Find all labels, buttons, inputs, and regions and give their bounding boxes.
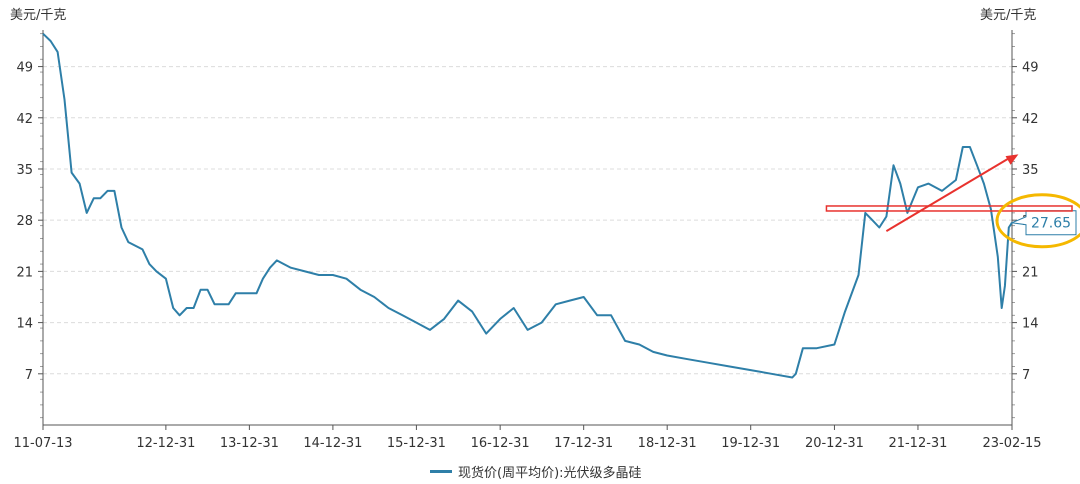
x-tick-label: 14-12-31 [303,436,362,451]
value-callout-box [1010,210,1077,236]
y-axis-unit-left: 美元/千克 [10,8,67,23]
x-tick-label: 21-12-31 [888,436,947,451]
trend-arrow-head [1005,154,1019,165]
x-tick-label: 23-02-15 [982,436,1041,451]
y-tick-label-left: 28 [16,214,33,229]
x-tick-label: 18-12-31 [638,436,697,451]
x-tick-label: 12-12-31 [136,436,195,451]
x-tick-label: 17-12-31 [554,436,613,451]
y-tick-label-left: 35 [16,163,33,178]
legend-swatch [430,470,452,473]
y-tick-label-left: 7 [25,368,33,383]
y-tick-label-right: 14 [1022,317,1039,332]
y-tick-label-right: 21 [1022,265,1039,280]
legend-label: 现货价(周平均价):光伏级多晶硅 [458,466,642,481]
series-line [42,32,1013,379]
y-tick-label-left: 49 [16,61,33,76]
x-tick-label: 13-12-31 [220,436,279,451]
y-axis-unit-right: 美元/千克 [980,8,1037,23]
x-tick-label: 15-12-31 [387,436,446,451]
x-tick-label: 20-12-31 [805,436,864,451]
y-tick-label-right: 42 [1022,112,1039,127]
trend-arrow-line [885,156,1011,233]
y-tick-label-right: 49 [1022,61,1039,76]
y-tick-label-left: 14 [16,317,33,332]
x-tick-label: 16-12-31 [471,436,530,451]
y-tick-label-left: 21 [16,265,33,280]
y-tick-label-right: 7 [1022,368,1030,383]
highlight-band [825,205,1073,212]
x-tick-label: 11-07-13 [13,436,72,451]
value-callout-label: 27.65 [1031,216,1071,232]
x-tick-label: 19-12-31 [721,436,780,451]
y-tick-label-right: 35 [1022,163,1039,178]
highlight-ellipse [995,193,1080,249]
y-tick-label-left: 42 [16,112,33,127]
legend[interactable]: 现货价(周平均价):光伏级多晶硅 [430,462,642,481]
